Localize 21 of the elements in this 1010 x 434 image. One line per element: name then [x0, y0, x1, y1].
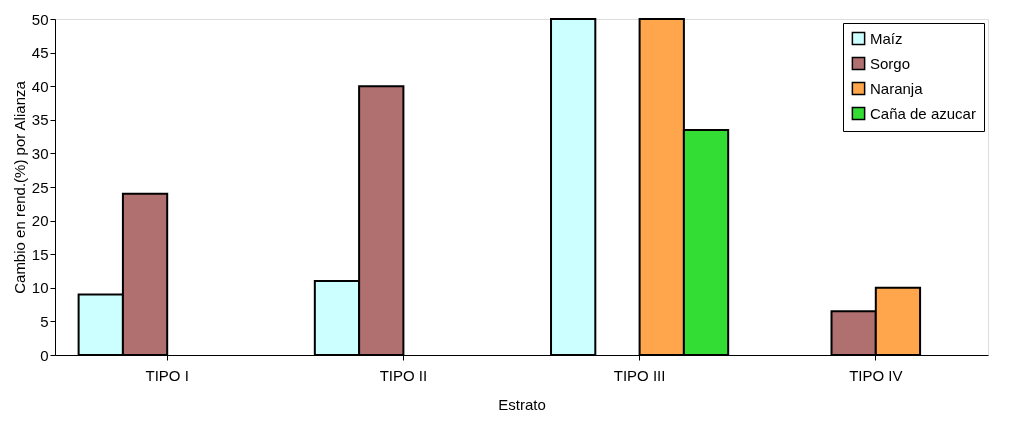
y-tick-label: 15 — [31, 245, 49, 263]
legend-label: Maíz — [870, 29, 903, 47]
y-tick-label: 35 — [31, 111, 49, 129]
y-tick-label: 5 — [40, 312, 49, 330]
y-tick-label: 40 — [31, 77, 49, 95]
y-tick-label: 0 — [40, 346, 49, 364]
x-tick-label: TIPO III — [613, 366, 666, 384]
y-axis-title: Cambio en rend.(%) por Alianza — [10, 80, 28, 294]
y-tick-label: 20 — [31, 212, 49, 230]
y-tick-label: 10 — [31, 279, 49, 297]
legend-label: Caña de azucar — [870, 104, 976, 122]
y-tick-label: 45 — [31, 44, 49, 62]
x-tick-label: TIPO II — [379, 366, 428, 384]
y-tick-label: 25 — [31, 178, 49, 196]
y-tick-label: 50 — [31, 10, 49, 28]
x-axis-title: Estrato — [498, 395, 546, 413]
legend-label: Sorgo — [870, 54, 911, 72]
legend-label: Naranja — [870, 79, 924, 97]
x-tick-label: TIPO I — [145, 366, 189, 384]
x-tick-label: TIPO IV — [849, 366, 903, 384]
y-tick-label: 30 — [31, 144, 49, 162]
